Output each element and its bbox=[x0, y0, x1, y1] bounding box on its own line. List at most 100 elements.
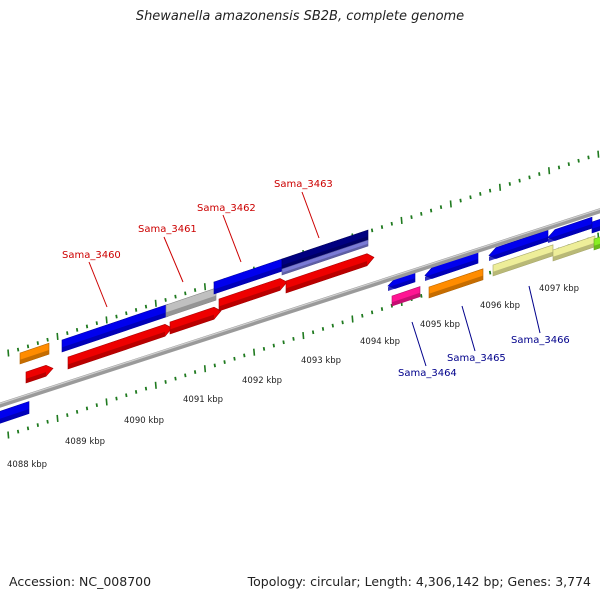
tick-upper-44 bbox=[439, 205, 443, 210]
gene-label-sama_3460: Sama_3460 bbox=[62, 250, 121, 261]
tick-lower-19 bbox=[193, 370, 197, 374]
tick-upper-42 bbox=[420, 211, 423, 216]
feature-khaki-2-shade bbox=[553, 242, 595, 261]
tick-upper-53 bbox=[528, 175, 531, 180]
tick-upper-58 bbox=[577, 158, 580, 163]
feature-blue-4 bbox=[424, 251, 479, 281]
tick-upper-45 bbox=[449, 200, 452, 208]
feature-blue-1-shade bbox=[62, 311, 168, 352]
tick-lower-23 bbox=[233, 356, 236, 361]
tick-upper-17 bbox=[174, 294, 177, 299]
scale-label-4096: 4096 kbp bbox=[480, 301, 520, 311]
scale-label-4092: 4092 kbp bbox=[242, 376, 282, 386]
tick-lower-15 bbox=[154, 381, 157, 389]
scale-label-4093: 4093 kbp bbox=[301, 356, 341, 366]
gene-label-sama_3462: Sama_3462 bbox=[197, 203, 256, 214]
accession-text: Accession: NC_008700 bbox=[9, 574, 152, 589]
feature-magenta-1 bbox=[391, 286, 421, 307]
tick-lower-16 bbox=[164, 380, 167, 384]
tick-upper-59 bbox=[587, 155, 590, 160]
tick-upper-2 bbox=[26, 344, 30, 349]
tick-upper-14 bbox=[144, 304, 148, 309]
feature-orange-2-shade bbox=[429, 275, 483, 298]
feature-lavender-1 bbox=[281, 239, 369, 276]
gene-label-sama_3463: Sama_3463 bbox=[274, 179, 333, 190]
feature-tracks bbox=[0, 216, 600, 424]
tick-lower-25 bbox=[253, 348, 256, 356]
tick-lower-22 bbox=[223, 360, 226, 364]
tick-lower-20 bbox=[203, 365, 207, 373]
tick-upper-57 bbox=[567, 162, 570, 167]
feature-red-left-shade bbox=[26, 372, 46, 383]
feature-blue-5-shade bbox=[489, 236, 548, 261]
tick-lower-42 bbox=[420, 293, 423, 298]
gene-label-sama_3465: Sama_3465 bbox=[447, 353, 506, 364]
tick-upper-1 bbox=[16, 347, 20, 352]
scale-label-4094: 4094 kbp bbox=[360, 337, 400, 347]
feature-orange-1 bbox=[19, 342, 50, 365]
tick-lower-32 bbox=[321, 327, 325, 331]
feature-blue-3-shade bbox=[388, 278, 415, 291]
feature-red-left bbox=[25, 364, 54, 384]
tick-lower-38 bbox=[380, 307, 384, 311]
backbone-line bbox=[0, 208, 600, 408]
feature-orange-1-shade bbox=[20, 350, 49, 364]
tick-lower-13 bbox=[134, 390, 138, 394]
scale-labels: 4088 kbp 4089 kbp 4090 kbp 4091 kbp 4092 kbp… bbox=[7, 284, 579, 470]
tick-lower-31 bbox=[311, 330, 315, 335]
tick-upper-43 bbox=[429, 208, 433, 213]
tick-upper-9 bbox=[95, 321, 98, 326]
backbone-highlight bbox=[0, 208, 600, 405]
feature-red-4 bbox=[285, 253, 375, 294]
feature-lavender-1-shade bbox=[282, 243, 368, 275]
tick-lower-18 bbox=[184, 373, 187, 378]
tick-upper-37 bbox=[370, 228, 374, 233]
feature-blue-7-shade bbox=[592, 226, 600, 233]
feature-magenta-1-shade bbox=[392, 292, 420, 306]
tick-lower-37 bbox=[370, 310, 374, 315]
feature-gray-1 bbox=[165, 287, 217, 318]
tick-upper-16 bbox=[164, 298, 167, 302]
tick-lower-21 bbox=[213, 363, 216, 368]
genome-summary-text: Topology: circular; Length: 4,306,142 bp… bbox=[247, 574, 591, 589]
feature-green-1 bbox=[593, 236, 600, 251]
feature-red-2-shade bbox=[170, 314, 214, 334]
tick-upper-6 bbox=[66, 331, 69, 336]
tick-lower-12 bbox=[125, 393, 128, 398]
tick-upper-3 bbox=[36, 341, 39, 345]
feature-blue-left-shade bbox=[0, 409, 29, 424]
connector-sama_3466 bbox=[528, 285, 541, 334]
tick-lower-28 bbox=[282, 340, 285, 345]
tick-lower-24 bbox=[243, 353, 246, 358]
tick-upper-8 bbox=[85, 324, 89, 329]
scale-label-4089: 4089 kbp bbox=[65, 437, 105, 447]
connector-sama_3463 bbox=[301, 191, 320, 239]
connector-sama_3465 bbox=[461, 305, 476, 352]
tick-lower-4 bbox=[46, 419, 49, 424]
feature-blue-7 bbox=[591, 218, 600, 234]
tick-lower-14 bbox=[144, 386, 148, 391]
tick-lower-1 bbox=[16, 429, 20, 434]
tick-upper-12 bbox=[125, 311, 128, 316]
tick-upper-56 bbox=[557, 165, 561, 170]
feature-blue-5 bbox=[488, 229, 549, 261]
connector-sama_3461 bbox=[163, 236, 184, 283]
tick-upper-49 bbox=[488, 188, 492, 193]
tick-lower-2 bbox=[26, 426, 30, 431]
tick-lower-26 bbox=[262, 346, 266, 351]
tick-lower-49 bbox=[488, 270, 492, 275]
tick-upper-4 bbox=[46, 337, 49, 342]
tick-lower-29 bbox=[292, 336, 295, 341]
genome-backbone bbox=[0, 208, 600, 408]
tick-lower-36 bbox=[361, 313, 364, 318]
tick-upper-7 bbox=[75, 327, 79, 332]
tick-upper-60 bbox=[597, 150, 600, 158]
tick-upper-52 bbox=[518, 178, 521, 183]
tick-lower-7 bbox=[75, 409, 79, 414]
tick-upper-40 bbox=[400, 216, 403, 224]
feature-orange-2 bbox=[428, 268, 484, 299]
scale-label-4090: 4090 kbp bbox=[124, 416, 164, 426]
tick-lower-0 bbox=[7, 431, 10, 439]
feature-red-1-shade bbox=[68, 331, 165, 369]
